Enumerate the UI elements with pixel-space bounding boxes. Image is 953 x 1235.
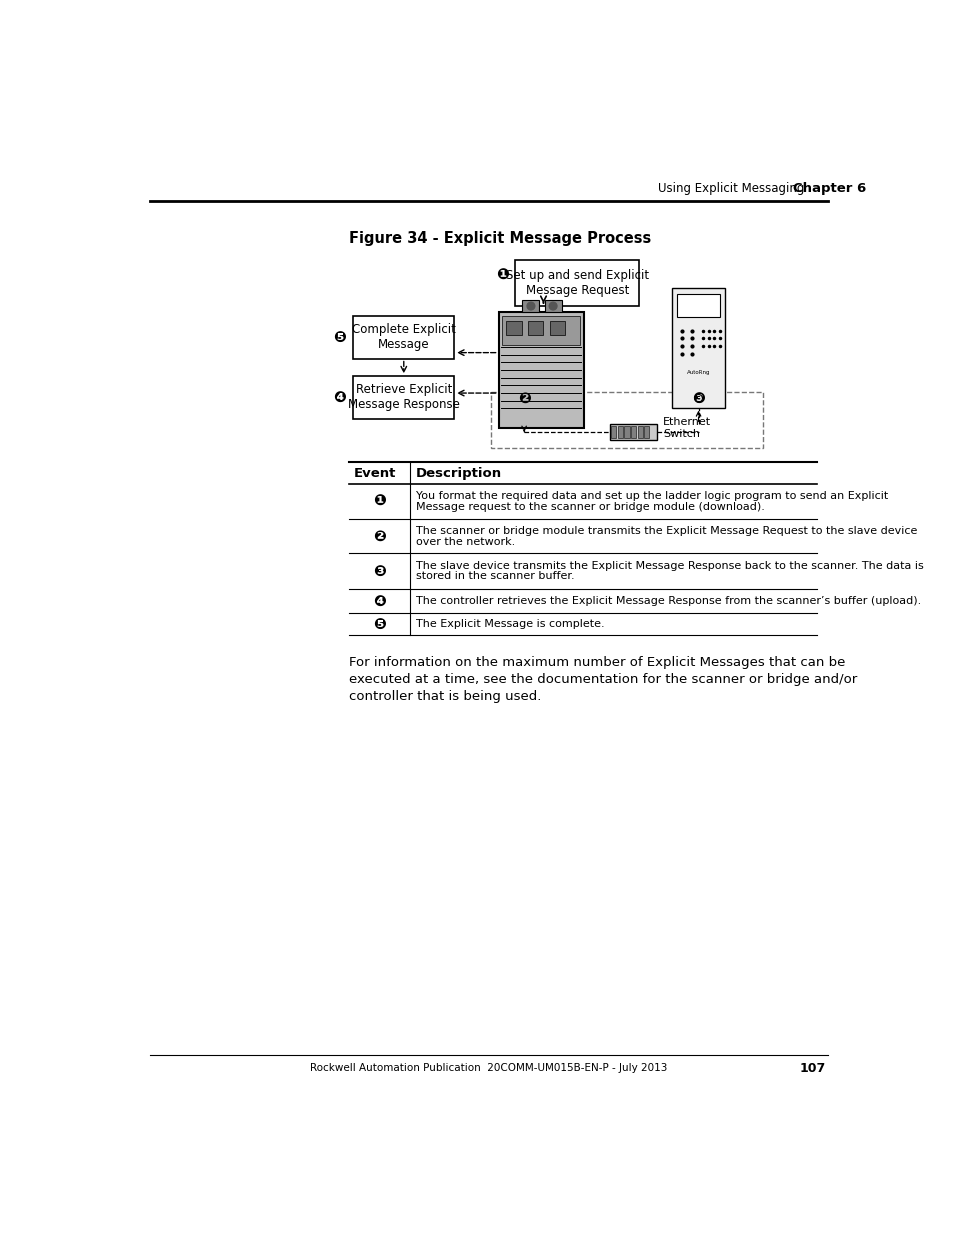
Text: stored in the scanner buffer.: stored in the scanner buffer. <box>416 572 574 582</box>
Text: The slave device transmits the Explicit Message Response back to the scanner. Th: The slave device transmits the Explicit … <box>416 561 923 571</box>
Bar <box>611 426 616 438</box>
Text: Using Explicit Messaging: Using Explicit Messaging <box>658 182 803 195</box>
Text: AutoRng: AutoRng <box>686 370 710 375</box>
Text: Event: Event <box>353 467 395 479</box>
Circle shape <box>549 303 557 310</box>
Bar <box>353 377 454 419</box>
Bar <box>610 425 657 440</box>
Text: ❸: ❸ <box>692 390 704 406</box>
Text: Message request to the scanner or bridge module (download).: Message request to the scanner or bridge… <box>416 501 764 513</box>
Text: ❷: ❷ <box>373 529 385 543</box>
Text: Retrieve Explicit
Message Response: Retrieve Explicit Message Response <box>348 383 459 411</box>
Text: executed at a time, see the documentation for the scanner or bridge and/or: executed at a time, see the documentatio… <box>348 673 856 687</box>
Text: Ethernet
Switch: Ethernet Switch <box>662 417 710 438</box>
Text: The controller retrieves the Explicit Message Response from the scanner’s buffer: The controller retrieves the Explicit Me… <box>416 597 921 606</box>
Text: Complete Explicit
Message: Complete Explicit Message <box>352 324 456 352</box>
Bar <box>672 288 724 408</box>
Text: The scanner or bridge module transmits the Explicit Message Request to the slave: The scanner or bridge module transmits t… <box>416 526 917 536</box>
Text: ❶: ❶ <box>496 268 509 283</box>
Bar <box>544 300 561 312</box>
Text: Chapter 6: Chapter 6 <box>793 182 866 195</box>
Text: ❺: ❺ <box>373 616 385 631</box>
Text: controller that is being used.: controller that is being used. <box>348 690 540 703</box>
Text: 107: 107 <box>799 1062 825 1074</box>
Text: For information on the maximum number of Explicit Messages that can be: For information on the maximum number of… <box>348 656 844 669</box>
Text: ❸: ❸ <box>373 563 385 578</box>
Text: ❹: ❹ <box>333 390 346 405</box>
Bar <box>643 426 649 438</box>
Text: over the network.: over the network. <box>416 537 515 547</box>
Bar <box>549 321 564 336</box>
Bar <box>502 316 579 345</box>
Bar <box>527 321 543 336</box>
Bar <box>624 426 629 438</box>
Text: ❶: ❶ <box>373 494 385 509</box>
Text: Rockwell Automation Publication  20COMM-UM015B-EN-P - July 2013: Rockwell Automation Publication 20COMM-U… <box>310 1063 667 1073</box>
Circle shape <box>526 303 535 310</box>
Text: The Explicit Message is complete.: The Explicit Message is complete. <box>416 619 604 629</box>
Text: ❹: ❹ <box>373 594 385 609</box>
Bar <box>515 261 639 306</box>
Bar <box>631 426 636 438</box>
Bar <box>637 426 642 438</box>
Text: You format the required data and set up the ladder logic program to send an Expl: You format the required data and set up … <box>416 492 887 501</box>
Text: Description: Description <box>416 467 501 479</box>
Bar <box>498 312 583 427</box>
Text: Figure 34 - Explicit Message Process: Figure 34 - Explicit Message Process <box>348 231 650 246</box>
Text: Set up and send Explicit
Message Request: Set up and send Explicit Message Request <box>505 269 648 298</box>
Bar <box>677 294 720 317</box>
Text: ❺: ❺ <box>333 330 346 345</box>
Bar <box>353 316 454 358</box>
Bar <box>506 321 521 336</box>
Text: ❷: ❷ <box>517 390 530 406</box>
Bar <box>491 393 761 448</box>
Bar <box>618 426 622 438</box>
Bar <box>522 300 538 312</box>
